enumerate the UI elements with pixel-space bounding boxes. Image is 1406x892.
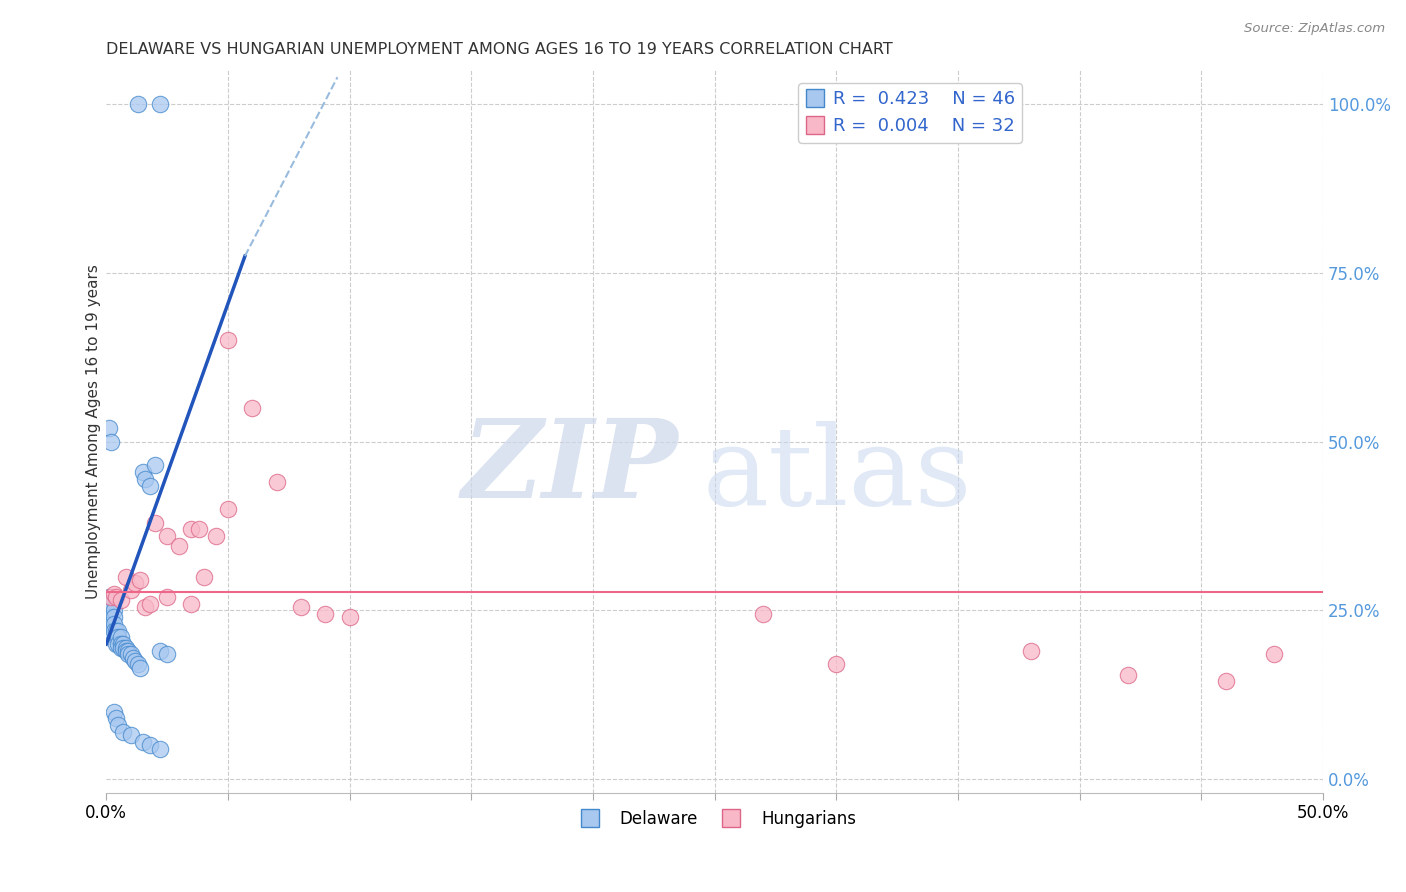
Point (110, 631, 132, 645)
Point (180, 523, 202, 537)
Point (103, 616, 125, 631)
Point (114, 569, 136, 583)
Point (117, 648, 139, 662)
Point (120, 648, 142, 662)
Point (103, 705, 125, 719)
Text: ZIP: ZIP (461, 414, 678, 522)
Point (104, 624, 127, 638)
Point (132, 735, 155, 749)
Point (122, 650, 145, 665)
Point (103, 624, 125, 638)
Point (134, 472, 156, 486)
Point (124, 576, 146, 591)
Point (110, 593, 132, 607)
Point (1263, 648, 1285, 662)
Point (120, 728, 142, 742)
Point (156, 529, 179, 543)
Point (240, 401, 263, 415)
Point (100, 616, 122, 631)
Point (149, 644, 172, 658)
Point (117, 644, 139, 658)
Point (112, 637, 135, 651)
Point (290, 600, 312, 615)
Text: atlas: atlas (703, 421, 972, 528)
Point (107, 624, 129, 638)
Point (112, 725, 135, 739)
Point (114, 640, 136, 655)
Point (217, 502, 239, 516)
Point (156, 590, 179, 604)
Point (97, 590, 120, 604)
Point (100, 597, 122, 611)
Point (124, 654, 146, 668)
Point (127, 97, 149, 112)
Point (143, 458, 166, 473)
Point (193, 569, 215, 583)
Point (167, 539, 190, 553)
Point (100, 624, 122, 638)
Point (825, 657, 848, 672)
Point (132, 465, 155, 479)
Legend: Delaware, Hungarians: Delaware, Hungarians (567, 804, 863, 835)
Point (204, 529, 226, 543)
Point (107, 637, 129, 651)
Point (149, 97, 172, 112)
Point (104, 631, 127, 645)
Point (1118, 667, 1140, 681)
Point (107, 718, 129, 732)
Point (104, 711, 127, 725)
Point (266, 475, 288, 490)
Point (103, 610, 125, 624)
Point (314, 607, 336, 621)
Point (180, 597, 202, 611)
Point (114, 644, 136, 658)
Point (110, 637, 132, 651)
Point (129, 573, 152, 587)
Point (100, 434, 122, 449)
Point (143, 516, 166, 530)
Point (139, 478, 162, 492)
Point (97, 421, 120, 435)
Point (1215, 674, 1237, 689)
Point (100, 610, 122, 624)
Point (156, 648, 179, 662)
Point (139, 739, 162, 753)
Point (103, 586, 125, 600)
Point (120, 583, 142, 598)
Point (339, 610, 361, 624)
Point (127, 657, 149, 672)
Point (139, 597, 162, 611)
Point (104, 590, 127, 604)
Point (112, 640, 135, 655)
Point (217, 334, 239, 348)
Point (149, 741, 172, 756)
Point (134, 600, 156, 615)
Text: Source: ZipAtlas.com: Source: ZipAtlas.com (1244, 22, 1385, 36)
Point (187, 523, 209, 537)
Y-axis label: Unemployment Among Ages 16 to 19 years: Unemployment Among Ages 16 to 19 years (86, 264, 101, 599)
Point (107, 631, 129, 645)
Point (1019, 644, 1042, 658)
Text: DELAWARE VS HUNGARIAN UNEMPLOYMENT AMONG AGES 16 TO 19 YEARS CORRELATION CHART: DELAWARE VS HUNGARIAN UNEMPLOYMENT AMONG… (107, 42, 893, 57)
Point (97, 603, 120, 617)
Point (752, 607, 775, 621)
Point (129, 661, 152, 675)
Point (104, 637, 127, 651)
Point (100, 590, 122, 604)
Point (103, 603, 125, 617)
Point (110, 640, 132, 655)
